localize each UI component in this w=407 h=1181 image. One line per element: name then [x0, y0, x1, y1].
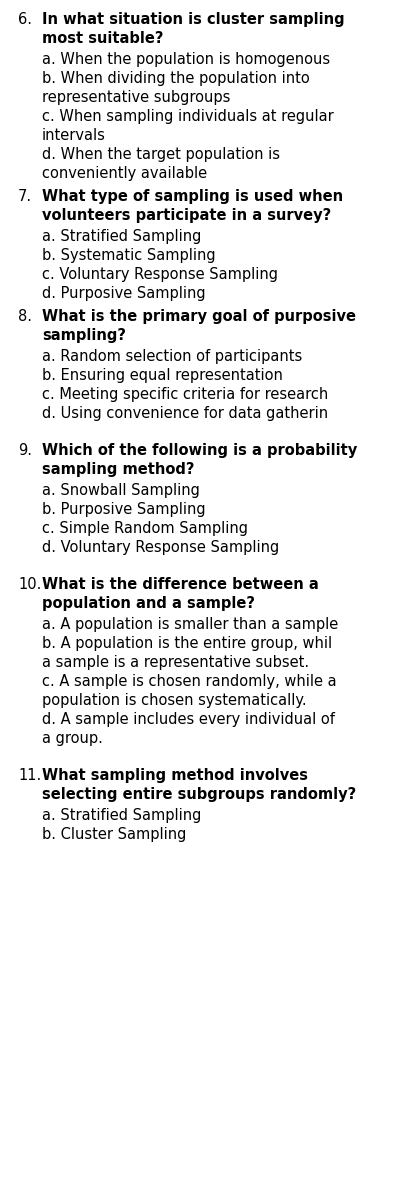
Text: b. When dividing the population into: b. When dividing the population into: [42, 71, 310, 86]
Text: a. Stratified Sampling: a. Stratified Sampling: [42, 808, 201, 823]
Text: conveniently available: conveniently available: [42, 167, 207, 181]
Text: c. Simple Random Sampling: c. Simple Random Sampling: [42, 521, 248, 536]
Text: What type of sampling is used when: What type of sampling is used when: [42, 189, 343, 204]
Text: c. Voluntary Response Sampling: c. Voluntary Response Sampling: [42, 267, 278, 282]
Text: a. When the population is homogenous: a. When the population is homogenous: [42, 52, 330, 67]
Text: a sample is a representative subset.: a sample is a representative subset.: [42, 655, 309, 670]
Text: c. Meeting specific criteria for research: c. Meeting specific criteria for researc…: [42, 387, 328, 402]
Text: representative subgroups: representative subgroups: [42, 90, 230, 105]
Text: selecting entire subgroups randomly?: selecting entire subgroups randomly?: [42, 787, 356, 802]
Text: d. Purposive Sampling: d. Purposive Sampling: [42, 286, 206, 301]
Text: population is chosen systematically.: population is chosen systematically.: [42, 693, 306, 707]
Text: 11.: 11.: [18, 768, 41, 783]
Text: volunteers participate in a survey?: volunteers participate in a survey?: [42, 208, 331, 223]
Text: sampling method?: sampling method?: [42, 462, 195, 477]
Text: population and a sample?: population and a sample?: [42, 596, 255, 611]
Text: What is the difference between a: What is the difference between a: [42, 578, 319, 592]
Text: b. Systematic Sampling: b. Systematic Sampling: [42, 248, 216, 263]
Text: 6.: 6.: [18, 12, 32, 27]
Text: b. A population is the entire group, whil: b. A population is the entire group, whi…: [42, 637, 332, 651]
Text: d. Using convenience for data gatherin: d. Using convenience for data gatherin: [42, 406, 328, 420]
Text: In what situation is cluster sampling: In what situation is cluster sampling: [42, 12, 345, 27]
Text: c. A sample is chosen randomly, while a: c. A sample is chosen randomly, while a: [42, 674, 337, 689]
Text: c. When sampling individuals at regular: c. When sampling individuals at regular: [42, 109, 334, 124]
Text: most suitable?: most suitable?: [42, 31, 164, 46]
Text: a. Snowball Sampling: a. Snowball Sampling: [42, 483, 200, 498]
Text: d. Voluntary Response Sampling: d. Voluntary Response Sampling: [42, 540, 279, 555]
Text: 8.: 8.: [18, 309, 32, 324]
Text: a. Stratified Sampling: a. Stratified Sampling: [42, 229, 201, 244]
Text: a group.: a group.: [42, 731, 103, 746]
Text: 7.: 7.: [18, 189, 32, 204]
Text: 9.: 9.: [18, 443, 32, 458]
Text: What sampling method involves: What sampling method involves: [42, 768, 308, 783]
Text: d. When the target population is: d. When the target population is: [42, 146, 280, 162]
Text: d. A sample includes every individual of: d. A sample includes every individual of: [42, 712, 335, 727]
Text: b. Purposive Sampling: b. Purposive Sampling: [42, 502, 206, 517]
Text: 10.: 10.: [18, 578, 42, 592]
Text: b. Ensuring equal representation: b. Ensuring equal representation: [42, 368, 283, 383]
Text: a. A population is smaller than a sample: a. A population is smaller than a sample: [42, 616, 338, 632]
Text: a. Random selection of participants: a. Random selection of participants: [42, 350, 302, 364]
Text: Which of the following is a probability: Which of the following is a probability: [42, 443, 357, 458]
Text: sampling?: sampling?: [42, 328, 126, 342]
Text: intervals: intervals: [42, 128, 106, 143]
Text: What is the primary goal of purposive: What is the primary goal of purposive: [42, 309, 356, 324]
Text: b. Cluster Sampling: b. Cluster Sampling: [42, 827, 186, 842]
